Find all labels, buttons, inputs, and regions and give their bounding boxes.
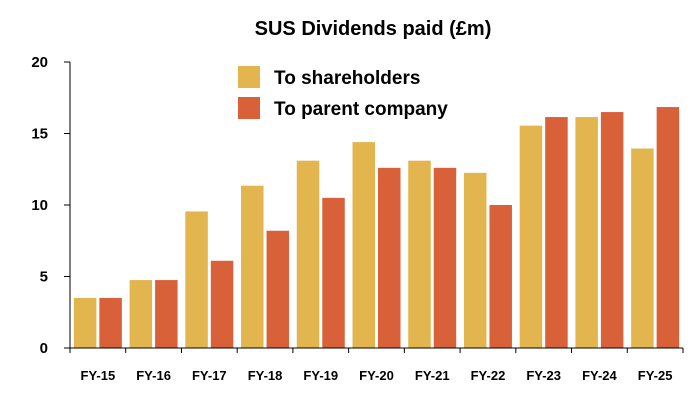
bar-series bbox=[73, 107, 680, 349]
x-tick-label: FY-18 bbox=[248, 368, 283, 383]
bar-shareholders-fy-20 bbox=[352, 142, 375, 348]
x-tick-label: FY-23 bbox=[526, 368, 561, 383]
x-tick-label: FY-19 bbox=[303, 368, 338, 383]
bar-shareholders-fy-16 bbox=[129, 280, 153, 348]
bar-parent-company-fy-19 bbox=[322, 197, 345, 348]
bar-parent-company-fy-22 bbox=[489, 205, 512, 348]
y-tick-label: 20 bbox=[31, 54, 48, 71]
legend-swatch bbox=[238, 66, 260, 88]
legend-label: To shareholders bbox=[274, 68, 420, 89]
bar-parent-company-fy-17 bbox=[210, 260, 234, 348]
bar-parent-company-fy-16 bbox=[155, 280, 178, 348]
bar-shareholders-fy-17 bbox=[185, 211, 208, 348]
bar-parent-company-fy-18 bbox=[266, 230, 290, 348]
x-axis: FY-15 FY-16 FY-17 FY-18 FY-19 FY-20 FY-21 FY-22… bbox=[69, 347, 684, 383]
bar-shareholders-fy-19 bbox=[296, 160, 320, 348]
x-tick-label: FY-25 bbox=[638, 368, 673, 383]
legend-swatch bbox=[238, 97, 260, 119]
chart-title: SUS Dividends paid (£m) bbox=[255, 18, 492, 40]
legend-label: To parent company bbox=[274, 99, 448, 120]
bar-parent-company-fy-20 bbox=[378, 167, 401, 348]
x-tick-label: FY-24 bbox=[582, 368, 617, 383]
x-tick-label: FY-22 bbox=[471, 368, 506, 383]
bar-parent-company-fy-25 bbox=[656, 107, 680, 348]
bar-shareholders-fy-25 bbox=[631, 148, 654, 348]
legend: To shareholders To parent company bbox=[238, 66, 448, 120]
bar-shareholders-fy-21 bbox=[408, 160, 431, 348]
bar-parent-company-fy-15 bbox=[99, 297, 122, 348]
y-tick-label: 15 bbox=[31, 126, 48, 143]
x-tick-label: FY-20 bbox=[359, 368, 394, 383]
y-axis: 0 5 10 15 20 bbox=[31, 54, 71, 357]
x-tick-label: FY-16 bbox=[136, 368, 171, 383]
bar-shareholders-fy-23 bbox=[519, 125, 543, 348]
bar-shareholders-fy-15 bbox=[73, 297, 97, 348]
x-tick-label: FY-21 bbox=[415, 368, 450, 383]
bar-parent-company-fy-21 bbox=[433, 167, 457, 348]
y-tick-label: 0 bbox=[40, 340, 48, 357]
bar-parent-company-fy-24 bbox=[600, 112, 624, 348]
bar-shareholders-fy-18 bbox=[241, 185, 264, 348]
y-tick-label: 5 bbox=[40, 269, 48, 286]
bar-parent-company-fy-23 bbox=[545, 117, 568, 349]
y-tick-label: 10 bbox=[31, 197, 48, 214]
x-tick-label: FY-17 bbox=[192, 368, 227, 383]
x-tick-label: FY-15 bbox=[81, 368, 116, 383]
bar-shareholders-fy-22 bbox=[463, 172, 487, 348]
bar-shareholders-fy-24 bbox=[575, 117, 598, 349]
